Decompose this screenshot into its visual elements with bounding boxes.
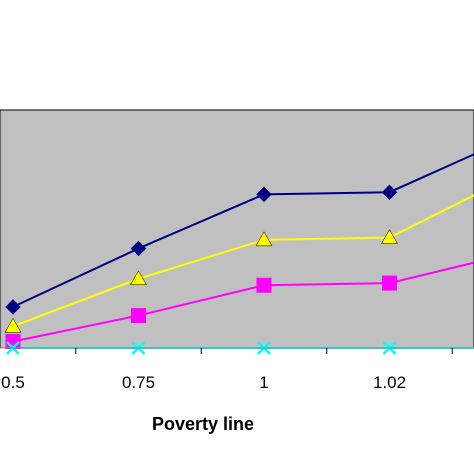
series-2-point [130,270,147,286]
x-tick-label: 0.75 [122,373,155,392]
series-1-point [5,299,21,315]
series-layer [4,153,474,355]
x-tick-label: 1.02 [373,373,406,392]
series-3-point [382,275,397,291]
series-3-point [131,308,146,324]
x-axis-title: Poverty line [152,414,254,434]
series-1-point [130,240,147,257]
x-tick-label: 1 [259,373,268,392]
x-tick-label: 0.5 [1,373,25,392]
series-2-point [255,231,273,247]
series-2-point [4,317,22,333]
series-1-point [256,186,272,203]
x-axis-ticks: 0.5 0.75 1 1.02 [1,348,453,392]
series-3-point [256,277,272,293]
plot-area [0,109,474,349]
series-2-point [381,229,398,244]
series-1-point [381,184,398,200]
